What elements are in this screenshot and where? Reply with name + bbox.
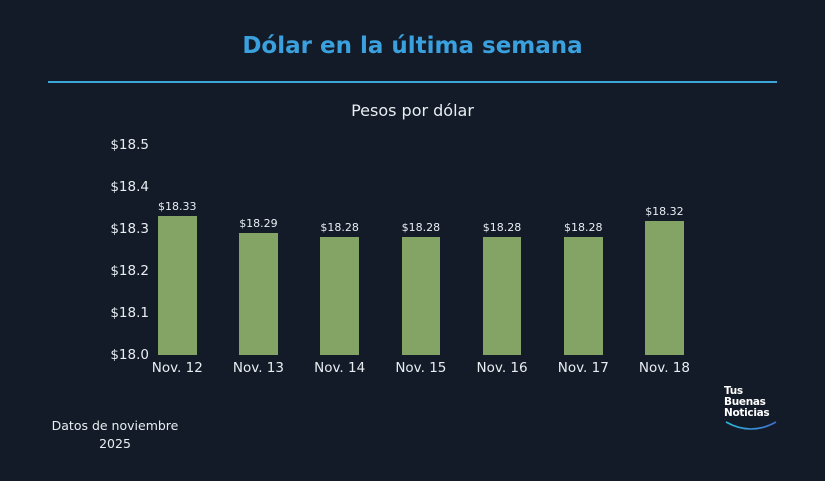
bar: [320, 237, 359, 355]
bar: [482, 237, 522, 355]
x-tick-label: Nov. 16: [476, 360, 528, 376]
bar: [158, 216, 197, 355]
y-tick-label: $18.4: [110, 179, 149, 195]
footnote-line-2: 2025: [99, 436, 131, 451]
logo-line-1: Tus: [724, 385, 743, 397]
y-tick-label: $18.1: [110, 305, 149, 321]
x-tick-label: Nov. 13: [232, 360, 284, 376]
bar-value-label: $18.32: [645, 204, 684, 218]
footnote-line-1: Datos de noviembre: [51, 418, 179, 433]
logo-line-2: Buenas: [724, 396, 766, 408]
bar-value-label: $18.33: [158, 200, 197, 214]
bar: [239, 233, 278, 355]
bar-value-label: $18.28: [482, 221, 522, 235]
bar: [564, 237, 603, 355]
chart-title: Dólar en la última semana: [242, 33, 583, 59]
bar-value-label: $18.28: [564, 221, 603, 235]
x-tick-label: Nov. 12: [151, 360, 203, 376]
bar: [645, 220, 684, 355]
bar-value-label: $18.28: [320, 221, 359, 235]
bar-value-label: $18.28: [401, 221, 441, 235]
x-tick-label: Nov. 15: [395, 360, 447, 376]
x-tick-label: Nov. 17: [557, 360, 609, 376]
chart-subtitle: Pesos por dólar: [351, 101, 474, 120]
bar-value-label: $18.29: [239, 217, 278, 231]
data-source-note: Datos de noviembre 2025: [40, 417, 190, 453]
tus-buenas-noticias-logo: Tus Buenas Noticias: [724, 386, 784, 436]
x-tick-label: Nov. 18: [638, 360, 690, 376]
y-tick-label: $18.5: [110, 137, 149, 153]
y-tick-label: $18.2: [110, 263, 149, 279]
logo-line-3: Noticias: [724, 407, 770, 419]
x-tick-label: Nov. 14: [314, 360, 366, 376]
y-tick-label: $18.0: [110, 347, 149, 363]
bar: [401, 237, 441, 355]
logo-smile-icon: [725, 421, 777, 430]
y-tick-label: $18.3: [110, 221, 149, 237]
title-divider: [48, 81, 777, 83]
